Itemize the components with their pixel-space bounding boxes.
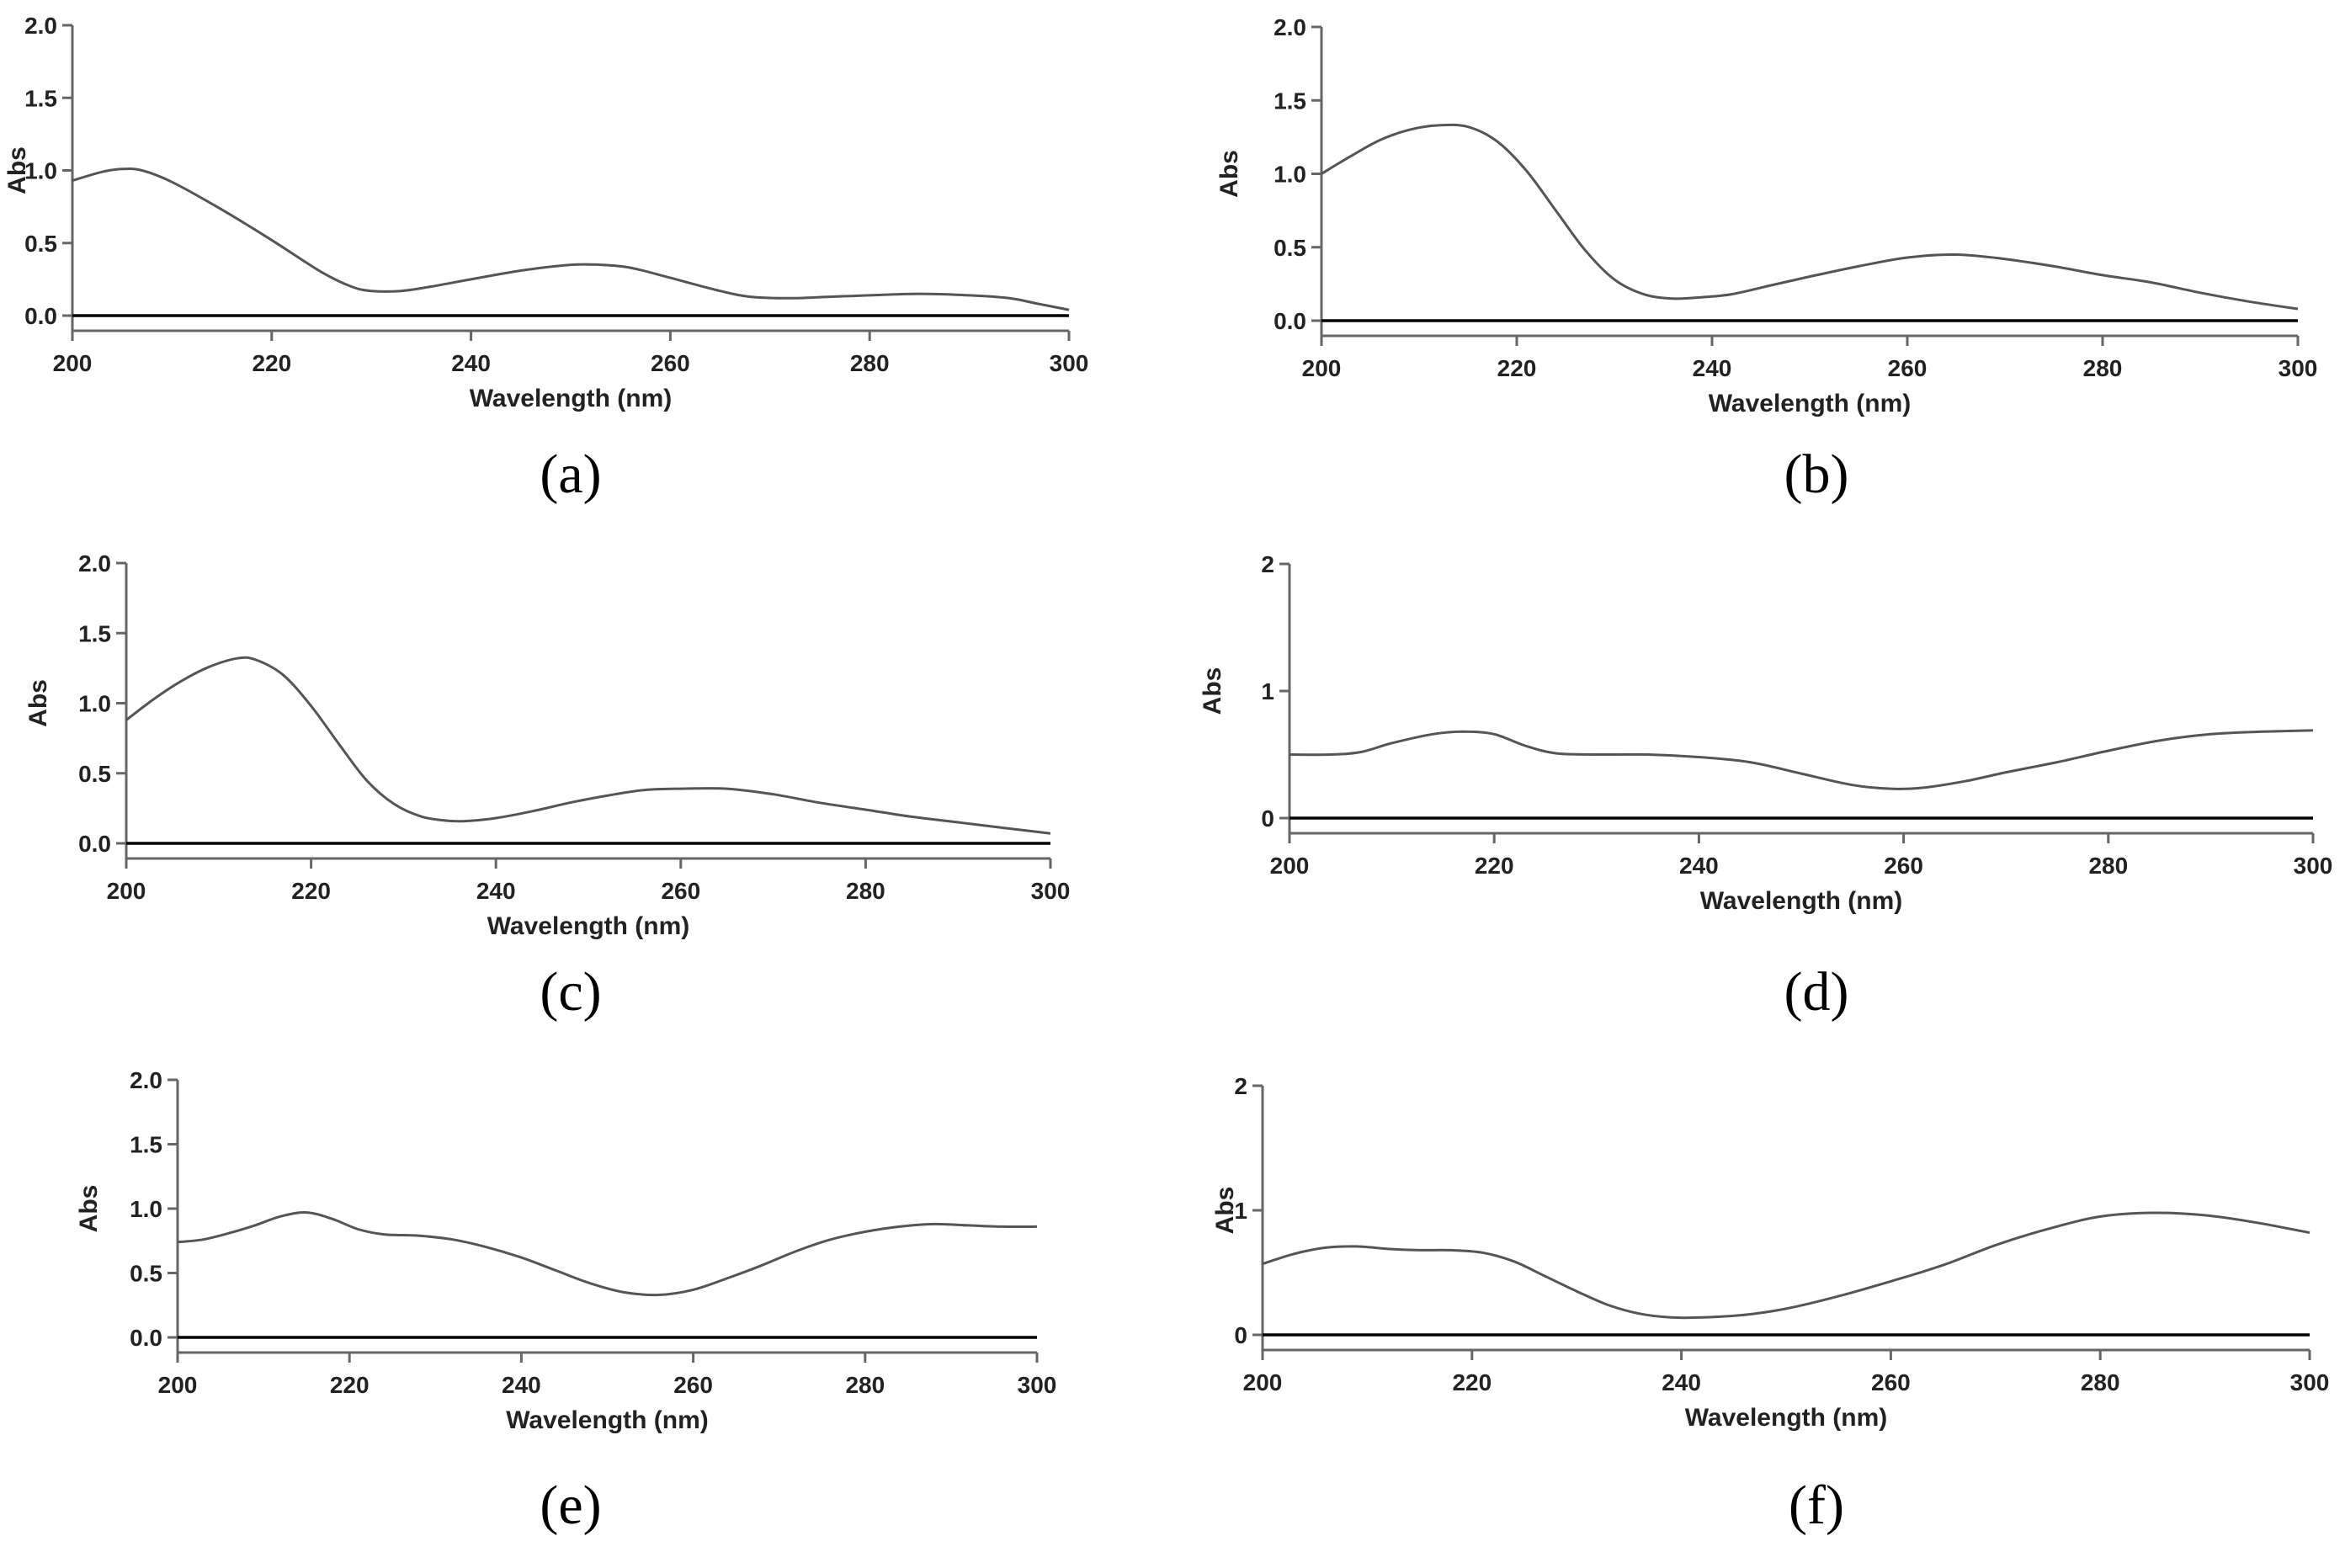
- x-tick-label: 240: [476, 878, 516, 904]
- x-tick-label: 240: [1693, 355, 1732, 381]
- x-tick-label: 220: [291, 878, 331, 904]
- y-tick-label: 2.0: [1274, 14, 1306, 40]
- x-tick-label: 220: [1497, 355, 1537, 381]
- series-line-d: [1289, 729, 2314, 790]
- y-axis-title: Abs: [24, 679, 52, 727]
- x-tick-label: 260: [651, 350, 690, 376]
- x-tick-label: 280: [846, 878, 885, 904]
- panel-label: (c): [540, 961, 601, 1023]
- x-tick-label: 300: [2294, 853, 2333, 879]
- y-axis-title: Abs: [1199, 667, 1226, 715]
- x-tick-label: 200: [1302, 355, 1342, 381]
- y-tick-label: 1.0: [130, 1196, 162, 1222]
- series-line-c: [125, 656, 1051, 835]
- y-tick-label: 1.0: [24, 158, 57, 184]
- y-tick-label: 0.5: [78, 761, 111, 787]
- y-tick-label: 0: [1261, 805, 1274, 832]
- x-tick-label: 300: [1031, 878, 1071, 904]
- y-axis-title: Abs: [3, 146, 31, 194]
- y-tick-label: 2.0: [130, 1067, 162, 1093]
- x-tick-label: 200: [158, 1372, 198, 1398]
- y-axis-title: Abs: [1215, 150, 1243, 198]
- x-axis-title: Wavelength (nm): [470, 385, 673, 412]
- x-tick-label: 240: [502, 1372, 541, 1398]
- panel-label: (a): [540, 444, 601, 505]
- chart-panel-e: 0.0 0.5 1.0 1.5 2.0 200 220 240 260 280 300 Wavelen…: [75, 1067, 1056, 1536]
- y-tick-label: 0.0: [78, 831, 111, 857]
- y-tick-label: 0.0: [130, 1325, 162, 1351]
- y-tick-label: 1.5: [130, 1132, 162, 1158]
- y-tick-label: 1.0: [78, 691, 111, 717]
- chart-panel-a: 0.0 0.5 1.0 1.5 2.0 200 220 240 260 280 300 Wavelen…: [3, 13, 1088, 505]
- x-tick-label: 220: [330, 1372, 370, 1398]
- x-tick-label: 260: [673, 1372, 713, 1398]
- y-tick-label: 1.5: [24, 85, 57, 111]
- x-axis-title: Wavelength (nm): [1685, 1404, 1888, 1432]
- y-tick-label: 2: [1261, 551, 1274, 577]
- x-tick-label: 200: [1243, 1369, 1283, 1395]
- x-tick-label: 300: [2290, 1369, 2330, 1395]
- y-tick-label: 1.5: [78, 620, 111, 646]
- x-tick-label: 200: [1270, 853, 1310, 879]
- x-tick-label: 260: [1871, 1369, 1911, 1395]
- x-tick-label: 200: [107, 878, 146, 904]
- panel-label: (e): [540, 1475, 601, 1536]
- y-tick-label: 0.0: [1274, 308, 1306, 334]
- y-tick-label: 2.0: [78, 550, 111, 577]
- x-tick-label: 260: [1884, 853, 1923, 879]
- x-tick-label: 240: [451, 350, 491, 376]
- series-line-a: [72, 167, 1070, 311]
- series-line-b: [1321, 123, 2299, 311]
- x-tick-label: 300: [1050, 350, 1089, 376]
- x-tick-label: 260: [661, 878, 700, 904]
- y-axis-title: Abs: [1211, 1187, 1239, 1235]
- series-line-e: [177, 1211, 1038, 1297]
- y-tick-label: 1.0: [1274, 162, 1306, 188]
- y-tick-label: 0.5: [24, 231, 57, 257]
- series-line-f: [1262, 1211, 2310, 1320]
- chart-panel-f: 0 1 2 200 220 240 260 280 300 Wavelength (nm) Abs (…: [1211, 1073, 2329, 1536]
- panel-label: (b): [1784, 444, 1849, 505]
- x-tick-label: 220: [1452, 1369, 1492, 1395]
- chart-panel-b: 0.0 0.5 1.0 1.5 2.0 200 220 240 260 280 300 Wavelen…: [1215, 14, 2317, 505]
- y-tick-label: 2: [1234, 1073, 1247, 1099]
- x-tick-label: 240: [1679, 853, 1719, 879]
- x-tick-label: 260: [1888, 355, 1928, 381]
- x-axis-title: Wavelength (nm): [487, 912, 690, 940]
- y-tick-label: 0.5: [1274, 235, 1306, 261]
- x-tick-label: 220: [252, 350, 291, 376]
- y-tick-label: 1: [1261, 678, 1274, 704]
- y-tick-label: 0: [1234, 1322, 1247, 1348]
- y-tick-label: 2.0: [24, 13, 57, 39]
- x-axis-title: Wavelength (nm): [506, 1406, 709, 1434]
- x-axis-title: Wavelength (nm): [1709, 390, 1912, 417]
- x-tick-label: 280: [2088, 853, 2128, 879]
- chart-panel-d: 0 1 2 200 220 240 260 280 300 Wavelength (nm) Abs (…: [1199, 551, 2332, 1023]
- x-tick-label: 280: [2081, 1369, 2120, 1395]
- y-tick-label: 0.0: [24, 303, 57, 329]
- x-tick-label: 280: [2083, 355, 2123, 381]
- y-tick-label: 0.5: [130, 1261, 162, 1287]
- x-tick-label: 200: [53, 350, 93, 376]
- x-tick-label: 280: [845, 1372, 885, 1398]
- x-tick-label: 280: [850, 350, 890, 376]
- panel-label: (f): [1789, 1475, 1844, 1536]
- y-axis-title: Abs: [75, 1185, 103, 1233]
- x-axis-title: Wavelength (nm): [1700, 887, 1903, 915]
- panel-label: (d): [1784, 961, 1849, 1023]
- chart-panel-c: 0.0 0.5 1.0 1.5 2.0 200 220 240 260 280 300 Wavelen…: [24, 550, 1070, 1023]
- x-tick-label: 300: [1018, 1372, 1057, 1398]
- x-tick-label: 300: [2279, 355, 2318, 381]
- x-tick-label: 220: [1475, 853, 1514, 879]
- y-tick-label: 1.5: [1274, 88, 1306, 114]
- x-tick-label: 240: [1662, 1369, 1701, 1395]
- y-tick-label: 1: [1234, 1198, 1247, 1224]
